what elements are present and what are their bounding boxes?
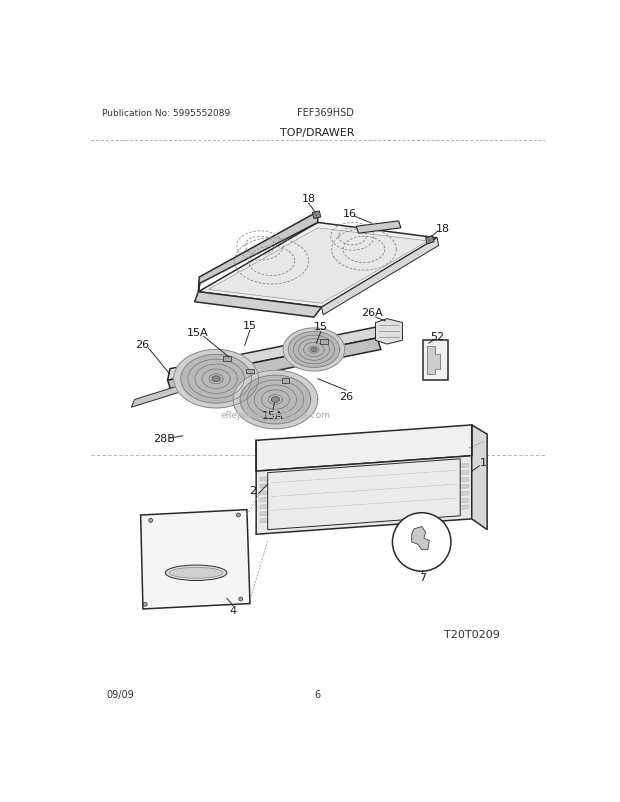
- Polygon shape: [298, 339, 329, 361]
- Ellipse shape: [169, 568, 223, 578]
- Polygon shape: [309, 346, 319, 354]
- Polygon shape: [223, 357, 231, 362]
- Text: 15A: 15A: [262, 411, 284, 420]
- Polygon shape: [167, 338, 381, 392]
- Circle shape: [239, 597, 242, 602]
- Polygon shape: [281, 379, 290, 383]
- Text: 15A: 15A: [187, 327, 208, 338]
- Polygon shape: [293, 336, 334, 364]
- Polygon shape: [260, 484, 469, 502]
- Polygon shape: [260, 492, 469, 509]
- Text: 15: 15: [243, 321, 257, 330]
- Text: 52: 52: [430, 331, 444, 341]
- Polygon shape: [268, 460, 460, 530]
- Polygon shape: [320, 340, 328, 345]
- Text: 09/09: 09/09: [106, 690, 134, 699]
- Ellipse shape: [311, 348, 317, 352]
- Polygon shape: [246, 369, 254, 374]
- Text: Publication No: 5995552089: Publication No: 5995552089: [102, 108, 231, 118]
- Text: 6: 6: [315, 690, 321, 699]
- Polygon shape: [195, 293, 322, 318]
- Polygon shape: [141, 510, 250, 610]
- Polygon shape: [322, 238, 438, 315]
- Polygon shape: [198, 223, 437, 308]
- Text: 26: 26: [339, 391, 353, 401]
- Text: eReplacementParts.com: eReplacementParts.com: [220, 411, 330, 420]
- Text: T20T0209: T20T0209: [444, 630, 500, 639]
- Ellipse shape: [212, 376, 220, 383]
- Polygon shape: [356, 221, 401, 234]
- Polygon shape: [240, 375, 311, 424]
- Polygon shape: [254, 386, 296, 415]
- Polygon shape: [233, 371, 317, 429]
- Ellipse shape: [271, 397, 280, 403]
- Polygon shape: [425, 237, 434, 245]
- Polygon shape: [209, 375, 223, 384]
- Polygon shape: [198, 213, 317, 293]
- Text: 1: 1: [480, 457, 487, 468]
- Text: 26: 26: [135, 339, 149, 350]
- Polygon shape: [312, 212, 321, 219]
- Text: 26A: 26A: [361, 308, 383, 318]
- Text: 4: 4: [229, 605, 237, 615]
- Polygon shape: [188, 360, 244, 399]
- Text: 28B: 28B: [153, 433, 175, 444]
- Polygon shape: [260, 505, 469, 523]
- Polygon shape: [167, 327, 379, 381]
- Polygon shape: [423, 341, 448, 381]
- Polygon shape: [195, 365, 237, 394]
- Polygon shape: [412, 527, 430, 550]
- Circle shape: [392, 513, 451, 572]
- Polygon shape: [472, 425, 487, 530]
- Circle shape: [149, 519, 153, 523]
- Polygon shape: [268, 395, 283, 405]
- Polygon shape: [260, 464, 469, 481]
- Polygon shape: [260, 471, 469, 488]
- Polygon shape: [256, 456, 472, 535]
- Text: 2: 2: [249, 486, 256, 496]
- Circle shape: [143, 602, 147, 606]
- Text: FEF369HSD: FEF369HSD: [297, 108, 354, 118]
- Text: eReplacementParts.com: eReplacementParts.com: [220, 411, 330, 420]
- Ellipse shape: [166, 565, 227, 581]
- Polygon shape: [202, 370, 230, 389]
- Text: 18: 18: [436, 224, 450, 233]
- Polygon shape: [260, 499, 469, 516]
- Polygon shape: [260, 478, 469, 496]
- Polygon shape: [208, 229, 428, 304]
- Polygon shape: [181, 355, 251, 403]
- Polygon shape: [376, 319, 402, 345]
- Text: 7: 7: [419, 572, 426, 582]
- Polygon shape: [247, 380, 304, 419]
- Polygon shape: [261, 391, 290, 410]
- Polygon shape: [427, 347, 440, 375]
- Text: 16: 16: [343, 209, 357, 219]
- Circle shape: [236, 513, 241, 517]
- Polygon shape: [283, 329, 345, 371]
- Polygon shape: [304, 342, 324, 357]
- Text: 18: 18: [301, 193, 316, 204]
- Polygon shape: [256, 425, 472, 472]
- Text: TOP/DRAWER: TOP/DRAWER: [280, 128, 355, 138]
- Polygon shape: [131, 377, 208, 407]
- Polygon shape: [174, 350, 259, 408]
- Polygon shape: [288, 332, 340, 368]
- Text: 15: 15: [314, 322, 328, 332]
